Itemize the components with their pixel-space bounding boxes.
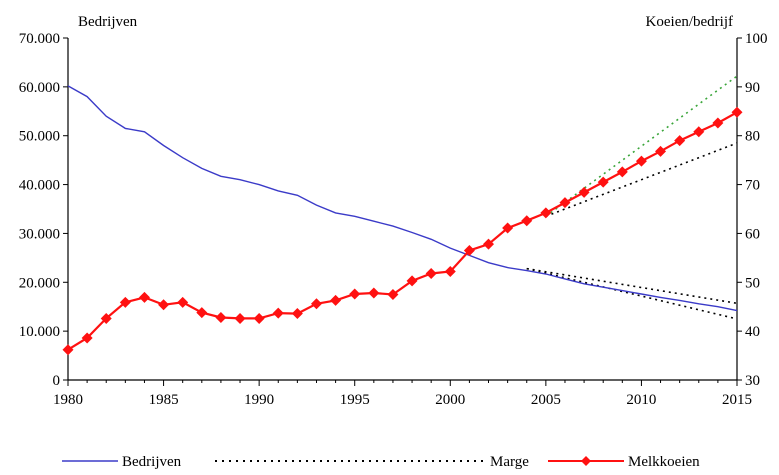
series-melkkoeien-point (310, 298, 322, 310)
series-melkkoeien-point (655, 145, 667, 157)
margin-line-1 (526, 267, 738, 320)
series-melkkoeien-point (387, 289, 399, 300)
series-melkkoeien-point (540, 207, 552, 219)
series-melkkoeien-point (368, 287, 380, 299)
y-right-tick-label: 30 (745, 373, 760, 389)
series-melkkoeien-point (291, 308, 303, 320)
series-melkkoeien-point (578, 186, 590, 198)
series-melkkoeien-point (158, 299, 170, 311)
series-melkkoeien-point (196, 307, 208, 319)
series-melkkoeien-point (444, 266, 456, 278)
legend-melkkoeien-label: Melkkoeien (628, 454, 700, 470)
series-melkkoeien-point (425, 267, 437, 279)
y-axis-right-label: Koeien/bedrijf (646, 14, 733, 30)
x-tick-label: 2000 (435, 392, 465, 408)
series-melkkoeien-point (693, 126, 705, 138)
y-right-tick-label: 60 (745, 226, 760, 242)
legend-melkkoeien-marker (581, 456, 591, 466)
legend: Bedrijven Marge Melkkoeien (62, 454, 700, 470)
y-right-tick-label: 80 (745, 129, 760, 145)
y-left-tick-label: 60.000 (19, 80, 60, 96)
series-melkkoeien-point (406, 275, 418, 287)
series-melkkoeien-point (119, 296, 131, 308)
series-melkkoeien-point (731, 106, 743, 118)
y-left-tick-label: 50.000 (19, 129, 60, 145)
series-melkkoeien-point (100, 312, 112, 324)
legend-bedrijven-label: Bedrijven (122, 454, 182, 470)
series-melkkoeien-point (483, 238, 495, 250)
x-tick-label: 1980 (53, 392, 83, 408)
series-melkkoeien-point (62, 344, 74, 356)
series-melkkoeien-point (253, 312, 265, 324)
series-melkkoeien-point (272, 307, 284, 319)
y-right-tick-label: 100 (745, 31, 768, 47)
legend-marge-label: Marge (490, 454, 529, 470)
series-melkkoeien-point (177, 296, 189, 308)
series-bedrijven-line (67, 85, 738, 312)
series-melkkoeien-point (215, 311, 227, 323)
series-melkkoeien-point (138, 291, 150, 303)
x-tick-label: 2015 (722, 392, 752, 408)
series-melkkoeien-point (712, 117, 724, 129)
x-tick-label: 2005 (531, 392, 561, 408)
y-left-tick-label: 10.000 (19, 324, 60, 340)
series-melkkoeien-point (463, 245, 475, 257)
series-melkkoeien-point (81, 332, 93, 344)
margin-line-3 (545, 75, 738, 217)
y-right-tick-label: 90 (745, 80, 760, 96)
margin-line-4 (545, 142, 738, 218)
y-left-tick-label: 0 (53, 373, 61, 389)
y-left-tick-label: 70.000 (19, 31, 60, 47)
x-tick-label: 1995 (340, 392, 370, 408)
series-melkkoeien-point (559, 197, 571, 209)
y-right-tick-label: 50 (745, 275, 760, 291)
x-tick-label: 1985 (149, 392, 179, 408)
series-melkkoeien-point (635, 155, 647, 167)
series-melkkoeien-point (674, 135, 686, 147)
margin-line-2 (526, 267, 738, 305)
y-right-tick-label: 40 (745, 324, 760, 340)
series-melkkoeien-point (330, 294, 342, 306)
y-left-tick-label: 20.000 (19, 275, 60, 291)
x-tick-label: 2010 (626, 392, 656, 408)
series-melkkoeien-point (521, 215, 533, 227)
x-tick-label: 1990 (244, 392, 274, 408)
series-melkkoeien-point (502, 222, 514, 234)
y-axis-left-label: Bedrijven (78, 14, 138, 30)
series-melkkoeien-point (234, 312, 246, 324)
series-melkkoeien-point (349, 288, 361, 300)
series-melkkoeien-point (616, 166, 628, 178)
y-left-tick-label: 30.000 (19, 226, 60, 242)
y-right-tick-label: 70 (745, 178, 760, 194)
series-melkkoeien-point (597, 176, 609, 188)
y-left-tick-label: 40.000 (19, 178, 60, 194)
